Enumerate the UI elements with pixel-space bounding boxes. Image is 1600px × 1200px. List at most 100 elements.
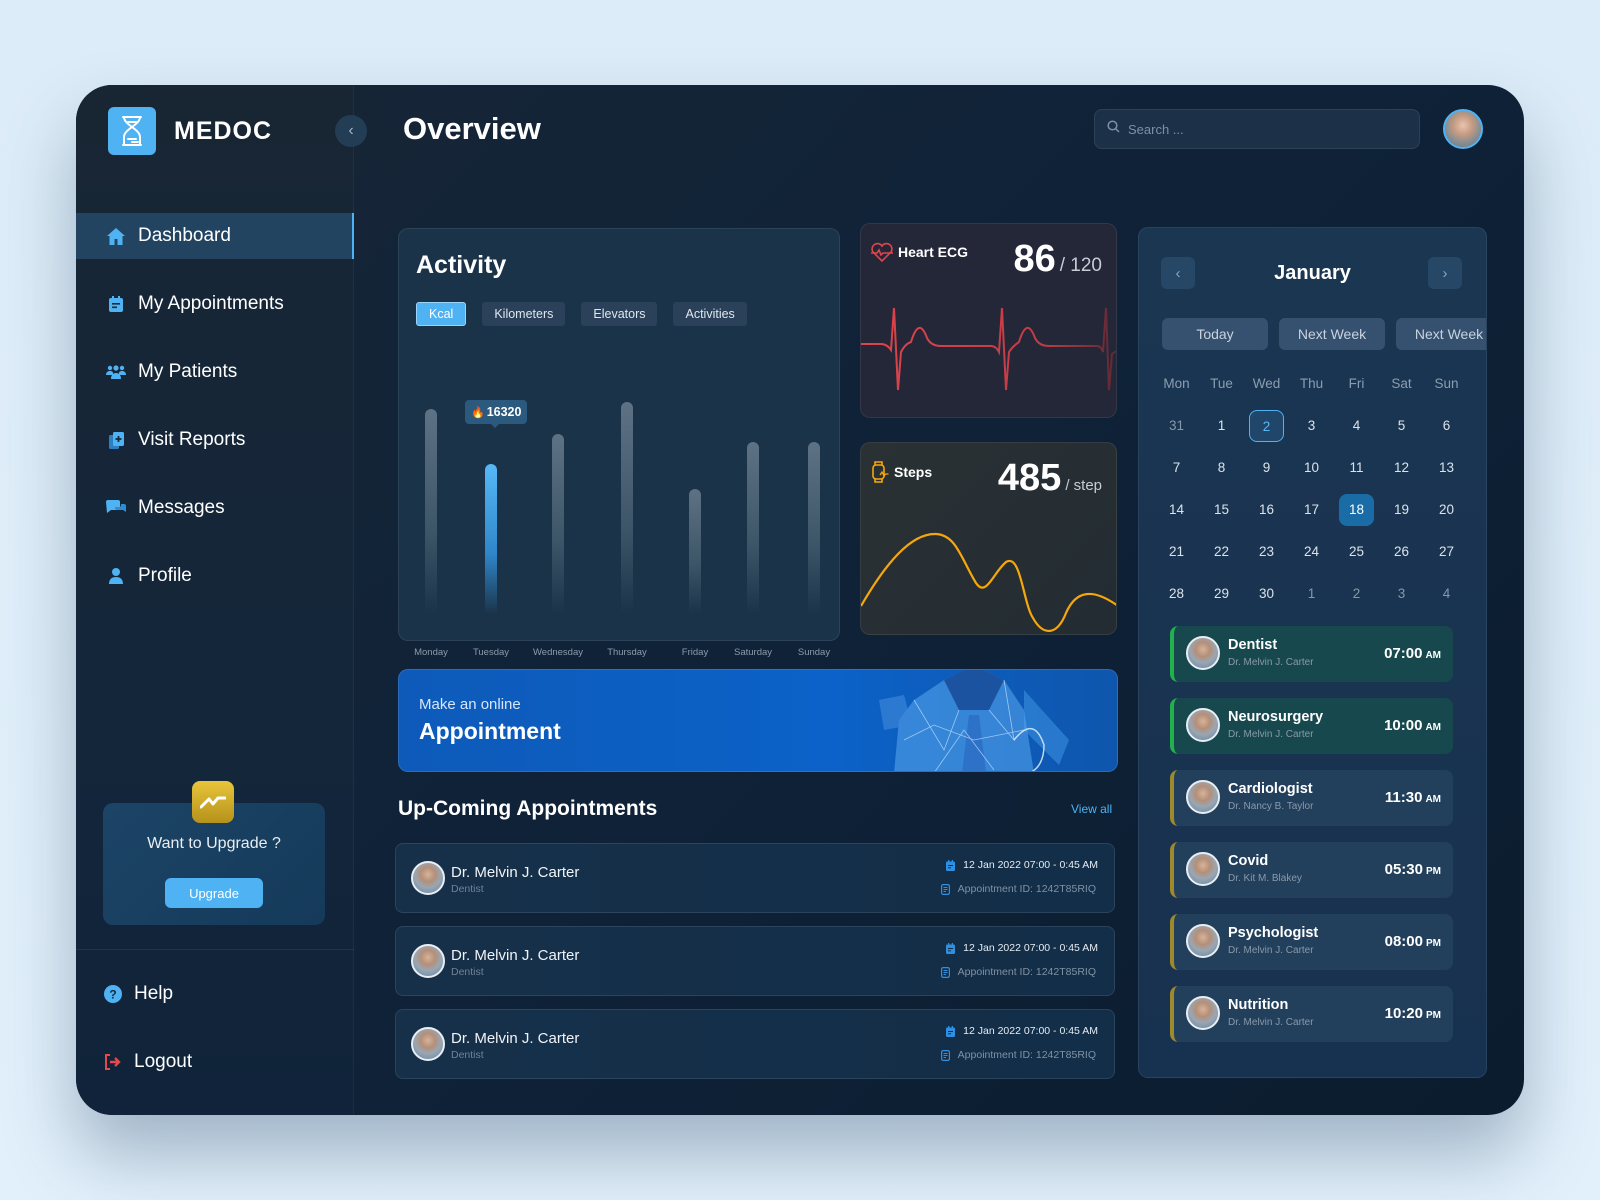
time-value: 10:00	[1384, 717, 1423, 734]
next-week-button-2[interactable]: Next Week	[1396, 318, 1486, 350]
calendar-day[interactable]: 2	[1352, 586, 1361, 601]
logo[interactable]: MEDOC	[108, 107, 272, 155]
calendar-day[interactable]: 26	[1393, 544, 1410, 559]
calendar-day[interactable]: 3	[1397, 586, 1406, 601]
tab-kcal[interactable]: Kcal	[416, 302, 467, 326]
calendar-day[interactable]: 11	[1349, 460, 1364, 475]
bar-saturday[interactable]: Saturday	[723, 442, 783, 658]
sidebar-item-label: Messages	[138, 497, 225, 518]
calendar-day[interactable]: 9	[1262, 460, 1271, 475]
logout-link[interactable]: Logout	[104, 1051, 192, 1073]
calendar-day[interactable]: 27	[1438, 544, 1455, 559]
calendar-day-outlined[interactable]: 2	[1249, 410, 1284, 442]
schedule-item[interactable]: Neurosurgery Dr. Melvin J. Carter 10:00 A…	[1170, 698, 1453, 754]
schedule-item[interactable]: Dentist Dr. Melvin J. Carter 07:00 AM	[1170, 626, 1453, 682]
sidebar-item-messages[interactable]: Messages	[76, 485, 354, 531]
bar-label: Saturday	[733, 647, 773, 658]
sidebar-item-profile[interactable]: Profile	[76, 553, 354, 599]
calendar-day[interactable]: 23	[1258, 544, 1275, 559]
online-appointment-banner[interactable]: Make an online Appointment	[398, 669, 1118, 772]
calendar-day[interactable]: 24	[1303, 544, 1320, 559]
calendar-day[interactable]: 10	[1303, 460, 1320, 475]
sidebar-item-label: Visit Reports	[138, 429, 246, 450]
schedule-item[interactable]: Nutrition Dr. Melvin J. Carter 10:20 PM	[1170, 986, 1453, 1042]
tab-elevators[interactable]: Elevators	[581, 302, 658, 326]
bar-wednesday[interactable]: Wednesday	[528, 434, 588, 658]
calendar-day[interactable]: 7	[1172, 460, 1181, 475]
upgrade-button[interactable]: Upgrade	[165, 878, 263, 908]
appointment-row[interactable]: Dr. Melvin J. Carter Dentist 12 Jan 2022…	[395, 1009, 1115, 1079]
schedule-doctor: Dr. Melvin J. Carter	[1228, 657, 1314, 668]
bar-monday[interactable]: Monday	[401, 409, 461, 658]
calendar-day[interactable]: 29	[1213, 586, 1230, 601]
calendar-day[interactable]: 16	[1258, 502, 1275, 517]
sidebar-item-my-appointments[interactable]: My Appointments	[76, 281, 354, 327]
appointment-datetime: 12 Jan 2022 07:00 - 0:45 AM	[946, 1025, 1098, 1037]
datetime-text: 12 Jan 2022 07:00 - 0:45 AM	[963, 859, 1098, 871]
next-week-button[interactable]: Next Week	[1279, 318, 1385, 350]
banner-title: Appointment	[419, 718, 561, 744]
calendar-day[interactable]: 4	[1442, 586, 1451, 601]
calendar-day[interactable]: 12	[1393, 460, 1410, 475]
svg-text:?: ?	[109, 988, 116, 1002]
calendar-day[interactable]: 5	[1397, 418, 1406, 433]
calendar-day[interactable]: 1	[1217, 418, 1226, 433]
schedule-title: Cardiologist	[1228, 781, 1313, 797]
search-bar[interactable]	[1094, 109, 1420, 149]
calendar-day[interactable]: 22	[1213, 544, 1230, 559]
bar-tuesday[interactable]: Tuesday	[461, 464, 521, 658]
users-icon	[106, 362, 126, 382]
schedule-item[interactable]: Cardiologist Dr. Nancy B. Taylor 11:30 AM	[1170, 770, 1453, 826]
steps-card[interactable]: Steps 485 / step	[860, 442, 1117, 635]
schedule-item[interactable]: Psychologist Dr. Melvin J. Carter 08:00 P…	[1170, 914, 1453, 970]
tab-activities[interactable]: Activities	[673, 302, 747, 326]
sidebar-item-dashboard[interactable]: Dashboard	[76, 213, 354, 259]
bar-sunday[interactable]: Sunday	[784, 442, 844, 658]
calendar-day[interactable]: 3	[1307, 418, 1316, 433]
calendar-day[interactable]: 19	[1393, 502, 1410, 517]
calendar-day[interactable]: 21	[1168, 544, 1185, 559]
bar-thursday[interactable]: Thursday	[597, 402, 657, 658]
collapse-sidebar-button[interactable]: ‹	[335, 115, 367, 147]
schedule-doctor: Dr. Melvin J. Carter	[1228, 945, 1314, 956]
sidebar-item-label: Dashboard	[138, 225, 231, 246]
calendar-day[interactable]: 17	[1303, 502, 1320, 517]
view-all-link[interactable]: View all	[1071, 802, 1113, 816]
sidebar-item-visit-reports[interactable]: Visit Reports	[76, 417, 354, 463]
next-month-button[interactable]: ›	[1428, 257, 1462, 289]
heart-ecg-card[interactable]: Heart ECG 86 / 120	[860, 223, 1117, 418]
doctor-avatar	[411, 944, 445, 978]
calendar-day[interactable]: 30	[1258, 586, 1275, 601]
user-avatar[interactable]	[1443, 109, 1483, 149]
calendar-day[interactable]: 28	[1168, 586, 1185, 601]
bar	[689, 489, 701, 614]
help-link[interactable]: ? Help	[104, 983, 173, 1005]
bar-friday[interactable]: Friday	[665, 489, 725, 658]
calendar-day[interactable]: 25	[1348, 544, 1365, 559]
sidebar-item-my-patients[interactable]: My Patients	[76, 349, 354, 395]
calendar-day[interactable]: 15	[1213, 502, 1230, 517]
appointment-row[interactable]: Dr. Melvin J. Carter Dentist 12 Jan 2022…	[395, 843, 1115, 913]
calendar-day[interactable]: 6	[1442, 418, 1451, 433]
tab-kilometers[interactable]: Kilometers	[482, 302, 566, 326]
sidebar: MEDOC Dashboard My Appointments My Patie…	[76, 85, 354, 1115]
doctor-specialty: Dentist	[451, 966, 484, 978]
appointment-row[interactable]: Dr. Melvin J. Carter Dentist 12 Jan 2022…	[395, 926, 1115, 996]
calendar-day[interactable]: 8	[1217, 460, 1226, 475]
dna-logo-icon	[108, 107, 156, 155]
help-icon: ?	[104, 985, 122, 1003]
schedule-item[interactable]: Covid Dr. Kit M. Blakey 05:30 PM	[1170, 842, 1453, 898]
calendar-day[interactable]: 13	[1438, 460, 1455, 475]
prev-month-button[interactable]: ‹	[1161, 257, 1195, 289]
calendar-day[interactable]: 20	[1438, 502, 1455, 517]
steps-label: Steps	[870, 461, 932, 483]
calendar-day[interactable]: 31	[1168, 418, 1185, 433]
calendar-day-selected[interactable]: 18	[1339, 494, 1374, 526]
search-input[interactable]	[1128, 121, 1408, 137]
calendar-day[interactable]: 14	[1168, 502, 1185, 517]
calendar-day[interactable]: 4	[1352, 418, 1361, 433]
calendar-icon	[946, 859, 956, 871]
calendar-day[interactable]: 1	[1307, 586, 1316, 601]
heart-rate-value: 86 / 120	[1013, 238, 1102, 281]
today-button[interactable]: Today	[1162, 318, 1268, 350]
